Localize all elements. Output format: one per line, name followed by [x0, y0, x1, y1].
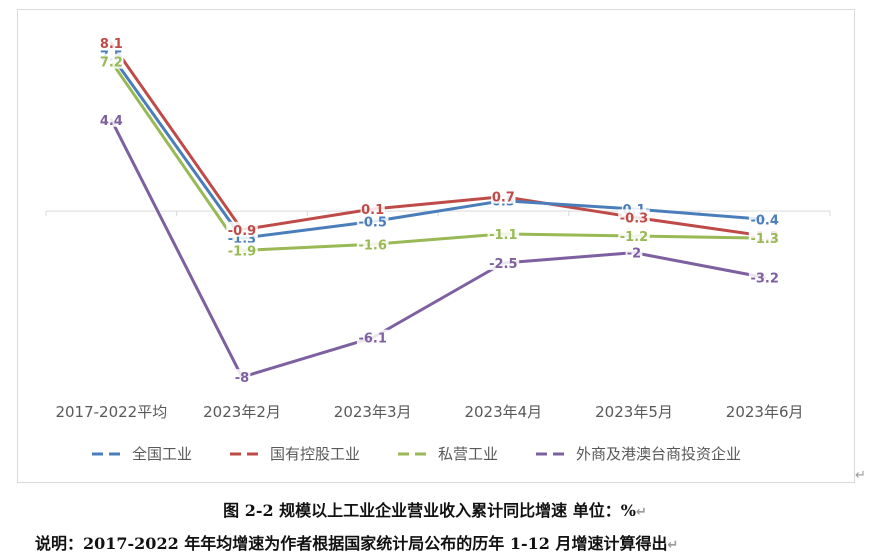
figure-caption-text: 图 2-2 规模以上工业企业营业收入累计同比增速 单位：%: [223, 501, 636, 520]
data-label-bg: [99, 35, 124, 51]
data-label: -2: [627, 247, 641, 262]
data-label-bg: [748, 211, 781, 227]
data-label: 7.2: [100, 56, 123, 71]
data-label: -0.5: [358, 215, 386, 230]
paragraph-mark: ↵: [855, 468, 866, 483]
x-tick-label: 2023年2月: [203, 403, 281, 421]
data-label: -0.3: [620, 211, 648, 226]
series-line: [109, 54, 767, 240]
data-label: 8.1: [100, 37, 123, 52]
data-label: -1.1: [489, 228, 517, 243]
legend-label: 私营工业: [438, 445, 498, 463]
data-label: 0.1: [361, 203, 384, 218]
data-label-bg: [99, 111, 124, 127]
data-label-bg: [748, 230, 781, 246]
data-label: -1.6: [358, 238, 386, 253]
legend-label: 外商及港澳台商投资企业: [576, 445, 741, 463]
data-label: -1.9: [228, 245, 256, 260]
data-label-bg: [360, 201, 385, 217]
data-label: -3.2: [750, 272, 778, 287]
data-label-bg: [491, 188, 516, 204]
x-tick-label: 2023年5月: [595, 403, 673, 421]
series-line: [109, 41, 767, 238]
data-label-bg: [618, 228, 650, 244]
data-label: -0.9: [228, 224, 256, 239]
figure-note-text: 说明：2017-2022 年年均增速为作者根据国家统计局公布的历年 1-12 月…: [35, 534, 668, 553]
chart-frame: 2017-2022平均 2023年2月 2023年3月 2023年4月 2023年5月 2…: [17, 9, 855, 483]
data-label-bg: [226, 221, 258, 237]
data-label: -1.3: [750, 232, 778, 247]
x-tick-label: 2023年6月: [726, 403, 804, 421]
data-label-bg: [487, 225, 520, 241]
paragraph-mark: ↵: [635, 505, 647, 520]
data-label-bg: [487, 254, 520, 270]
data-label-bg: [618, 209, 650, 225]
data-label-bg: [748, 269, 781, 285]
series-line: [109, 60, 767, 252]
data-label: -1.2: [620, 230, 648, 245]
legend-label: 全国工业: [132, 445, 192, 463]
data-label-bg: [356, 329, 389, 345]
line-chart: 2017-2022平均 2023年2月 2023年3月 2023年4月 2023年5月 2…: [45, 35, 831, 463]
data-label-bg: [99, 53, 124, 69]
data-label: 0.7: [492, 191, 515, 206]
data-label-bg: [356, 236, 389, 252]
data-label: 4.4: [100, 114, 123, 129]
data-label-bg: [625, 244, 643, 260]
data-label-bg: [233, 369, 251, 385]
data-label-bg: [356, 213, 389, 229]
data-label: -6.1: [358, 332, 386, 347]
legend-label: 国有控股工业: [270, 445, 360, 463]
series-line: [109, 118, 767, 379]
x-tick-label: 2023年3月: [334, 403, 412, 421]
figure-caption: 图 2-2 规模以上工业企业营业收入累计同比增速 单位：%↵: [0, 497, 870, 521]
data-label: -0.4: [750, 213, 778, 228]
data-label-bg: [226, 242, 258, 258]
data-label: -8: [235, 371, 249, 386]
data-label: -2.5: [489, 257, 517, 272]
x-tick-label: 2017-2022平均: [55, 403, 167, 421]
paragraph-mark: ↵: [667, 538, 679, 553]
x-tick-label: 2023年4月: [464, 403, 542, 421]
figure-note: 说明：2017-2022 年年均增速为作者根据国家统计局公布的历年 1-12 月…: [35, 530, 678, 554]
